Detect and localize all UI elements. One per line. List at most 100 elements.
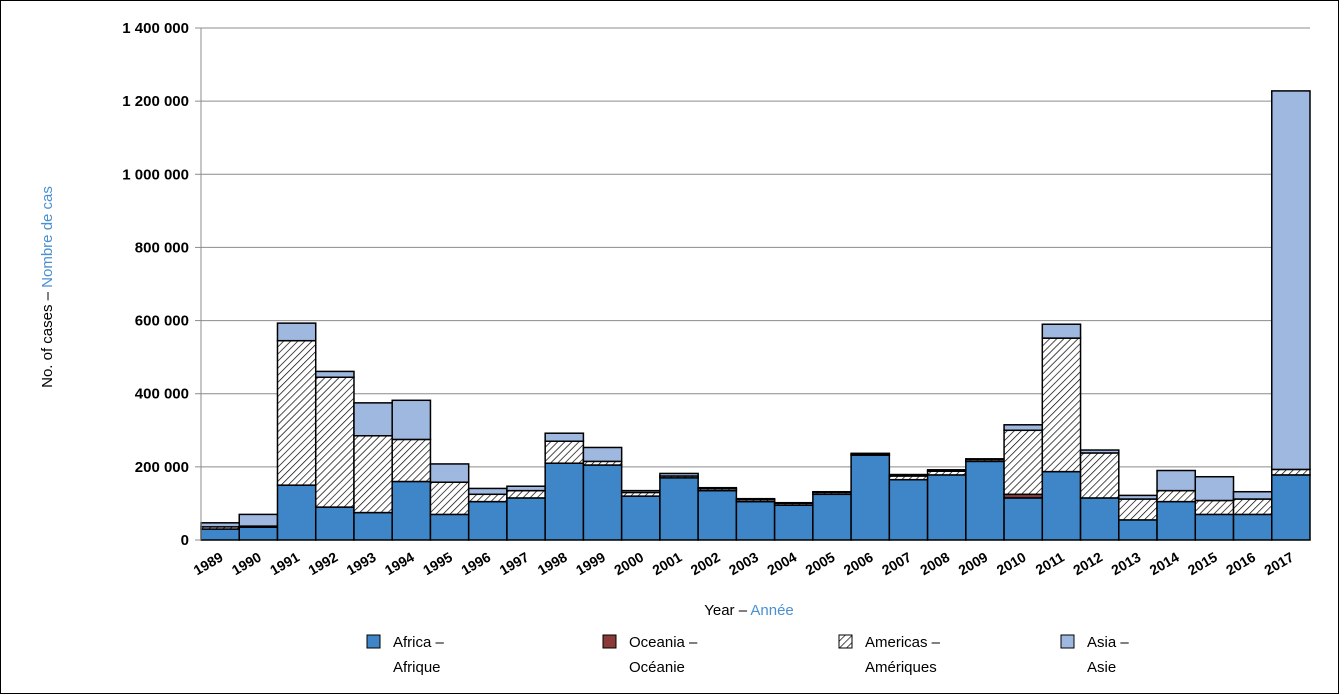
legend-swatch-americas (838, 634, 853, 649)
bar-asia-2002 (697, 486, 738, 490)
bar-africa-2003 (735, 500, 776, 541)
legend-label-en: Africa – (393, 634, 445, 651)
x-tick-label: 2003 (726, 549, 761, 579)
bar-americas-1996 (467, 493, 508, 503)
bar-asia-1992 (314, 370, 355, 379)
x-tick-label: 1990 (229, 549, 264, 579)
bar-asia-2006 (850, 452, 891, 455)
legend-label-fr: Océanie (629, 659, 685, 676)
y-tick-label: 400 000 (135, 386, 189, 403)
legend-label-fr: Asie (1087, 659, 1116, 676)
bar-asia-1989 (200, 522, 240, 528)
y-tick-label: 600 000 (135, 313, 189, 330)
bar-africa-2006 (850, 454, 891, 541)
bar-asia-1990 (238, 513, 279, 527)
bar-asia-1993 (353, 402, 393, 437)
legend: Africa – Afrique Oceania – Océanie Americas … (366, 634, 1129, 676)
gridlines (201, 27, 1310, 468)
legend-label-en: Oceania – (629, 634, 698, 651)
bar-africa-1994 (391, 480, 432, 541)
bar-africa-2017 (1271, 474, 1311, 541)
x-tick-label: 2010 (994, 549, 1029, 579)
x-tick-label: 2011 (1033, 549, 1067, 578)
bar-asia-2001 (659, 472, 699, 477)
bar-asia-2004 (773, 501, 814, 505)
bar-asia-1991 (276, 322, 317, 342)
x-axis-title-fr: Année (750, 602, 793, 619)
x-tick-label: 2002 (688, 549, 723, 579)
x-axis-title-en: Year – (704, 602, 747, 619)
bar-asia-2011 (1041, 323, 1082, 339)
bar-asia-2014 (1156, 469, 1197, 492)
bar-africa-2014 (1156, 500, 1197, 541)
bar-americas-2013 (1118, 498, 1158, 521)
bar-asia-2008 (926, 469, 967, 472)
bar-americas-1994 (391, 438, 432, 483)
bar-asia-2003 (735, 497, 776, 501)
x-tick-label: 2008 (917, 549, 952, 579)
y-tick-label: 0 (181, 532, 189, 549)
bar-africa-1997 (506, 497, 546, 541)
x-tick-label: 1989 (191, 549, 226, 579)
bar-africa-2000 (620, 495, 661, 541)
x-tick-label: 2014 (1147, 549, 1182, 579)
y-axis-title: No. of cases – Nombre de cas (39, 186, 56, 388)
bar-asia-2007 (888, 473, 929, 477)
x-tick-label: 2016 (1223, 549, 1258, 579)
bar-asia-1996 (467, 487, 508, 496)
bar-africa-2007 (888, 478, 929, 541)
x-tick-label: 1996 (458, 549, 493, 579)
bar-africa-2011 (1041, 470, 1082, 541)
bar-americas-2015 (1194, 499, 1235, 516)
bar-africa-1999 (582, 464, 623, 541)
bar-americas-2011 (1041, 337, 1082, 473)
legend-label-en: Asia – (1087, 634, 1129, 651)
bar-africa-2004 (773, 504, 814, 541)
bar-asia-2005 (812, 490, 852, 494)
y-tick-label: 800 000 (135, 239, 189, 256)
bar-asia-2015 (1194, 475, 1235, 502)
bar-asia-2017 (1271, 90, 1311, 471)
x-tick-label: 1997 (497, 549, 532, 579)
bar-africa-1990 (238, 526, 279, 541)
legend-swatch-africa (366, 634, 381, 649)
bar-africa-2013 (1118, 519, 1158, 541)
y-tick-label: 200 000 (135, 459, 189, 476)
bar-americas-1995 (429, 481, 470, 516)
x-tick-label: 2004 (764, 549, 799, 579)
bar-africa-1993 (353, 511, 393, 541)
y-tick-label: 1 400 000 (122, 20, 189, 37)
x-tick-label: 1993 (344, 549, 379, 579)
legend-label-fr: Amériques (865, 659, 937, 676)
bar-africa-2016 (1232, 513, 1273, 541)
bar-asia-1999 (582, 446, 623, 463)
x-tick-label: 2009 (955, 549, 990, 579)
bar-americas-1998 (544, 440, 585, 464)
bar-africa-2001 (659, 477, 699, 541)
bar-africa-2012 (1079, 497, 1120, 541)
x-tick-label: 1995 (420, 549, 455, 579)
bar-africa-1989 (200, 528, 240, 541)
x-tick-label: 2006 (841, 549, 876, 579)
legend-swatch-oceania (602, 634, 617, 649)
x-tick-label: 2001 (650, 549, 685, 579)
bar-asia-2016 (1232, 490, 1273, 500)
bar-asia-2013 (1118, 494, 1158, 500)
bar-americas-2014 (1156, 489, 1197, 503)
bar-americas-1992 (314, 376, 355, 508)
x-tick-label: 2012 (1070, 549, 1105, 579)
bar-americas-1997 (506, 489, 546, 499)
bar-asia-1997 (506, 485, 546, 492)
x-tick-label: 2015 (1185, 549, 1220, 579)
x-axis-title: Year – Année (704, 602, 794, 619)
x-tick-label: 2007 (879, 549, 914, 579)
bar-africa-1998 (544, 462, 585, 541)
bar-africa-2005 (812, 493, 852, 541)
bar-africa-1991 (276, 484, 317, 541)
bar-asia-2000 (620, 489, 661, 494)
y-tick-label: 1 000 000 (122, 166, 189, 183)
bar-americas-2012 (1079, 452, 1120, 499)
bar-americas-2017 (1271, 468, 1311, 476)
bar-africa-2002 (697, 489, 738, 541)
